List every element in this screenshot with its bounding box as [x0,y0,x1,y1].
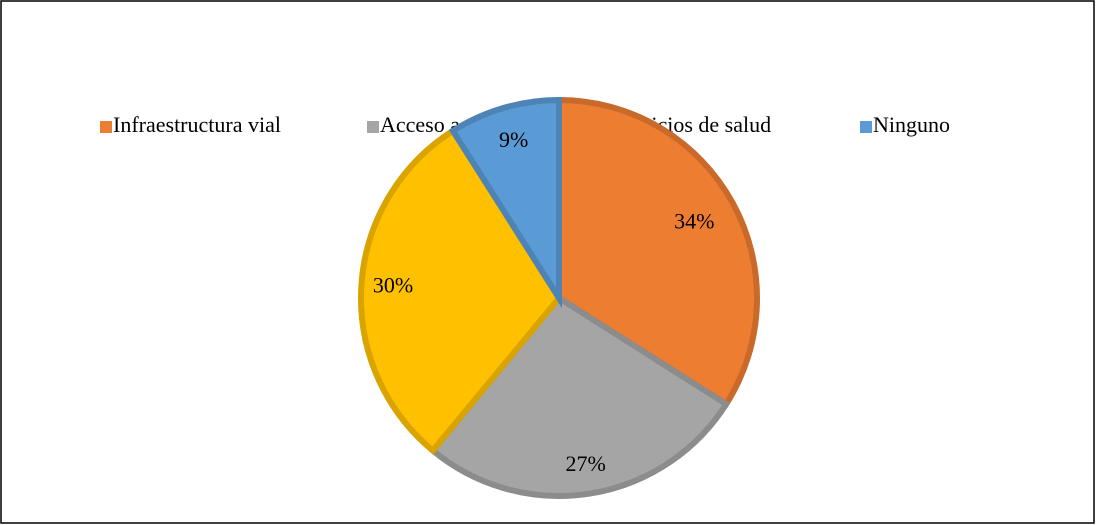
legend-swatch [367,121,379,133]
pie-slice [428,294,731,499]
data-label: 30% [373,273,413,298]
data-label: 34% [674,209,714,234]
legend-swatch [100,121,112,133]
data-label: 9% [499,127,528,152]
pie-slice [448,96,562,309]
pie-slice [358,126,563,455]
legend-label: Infraestructura vial [113,112,281,137]
legend-swatch [860,121,872,133]
legend-label: Ninguno [873,112,950,137]
data-label: 27% [565,451,605,476]
